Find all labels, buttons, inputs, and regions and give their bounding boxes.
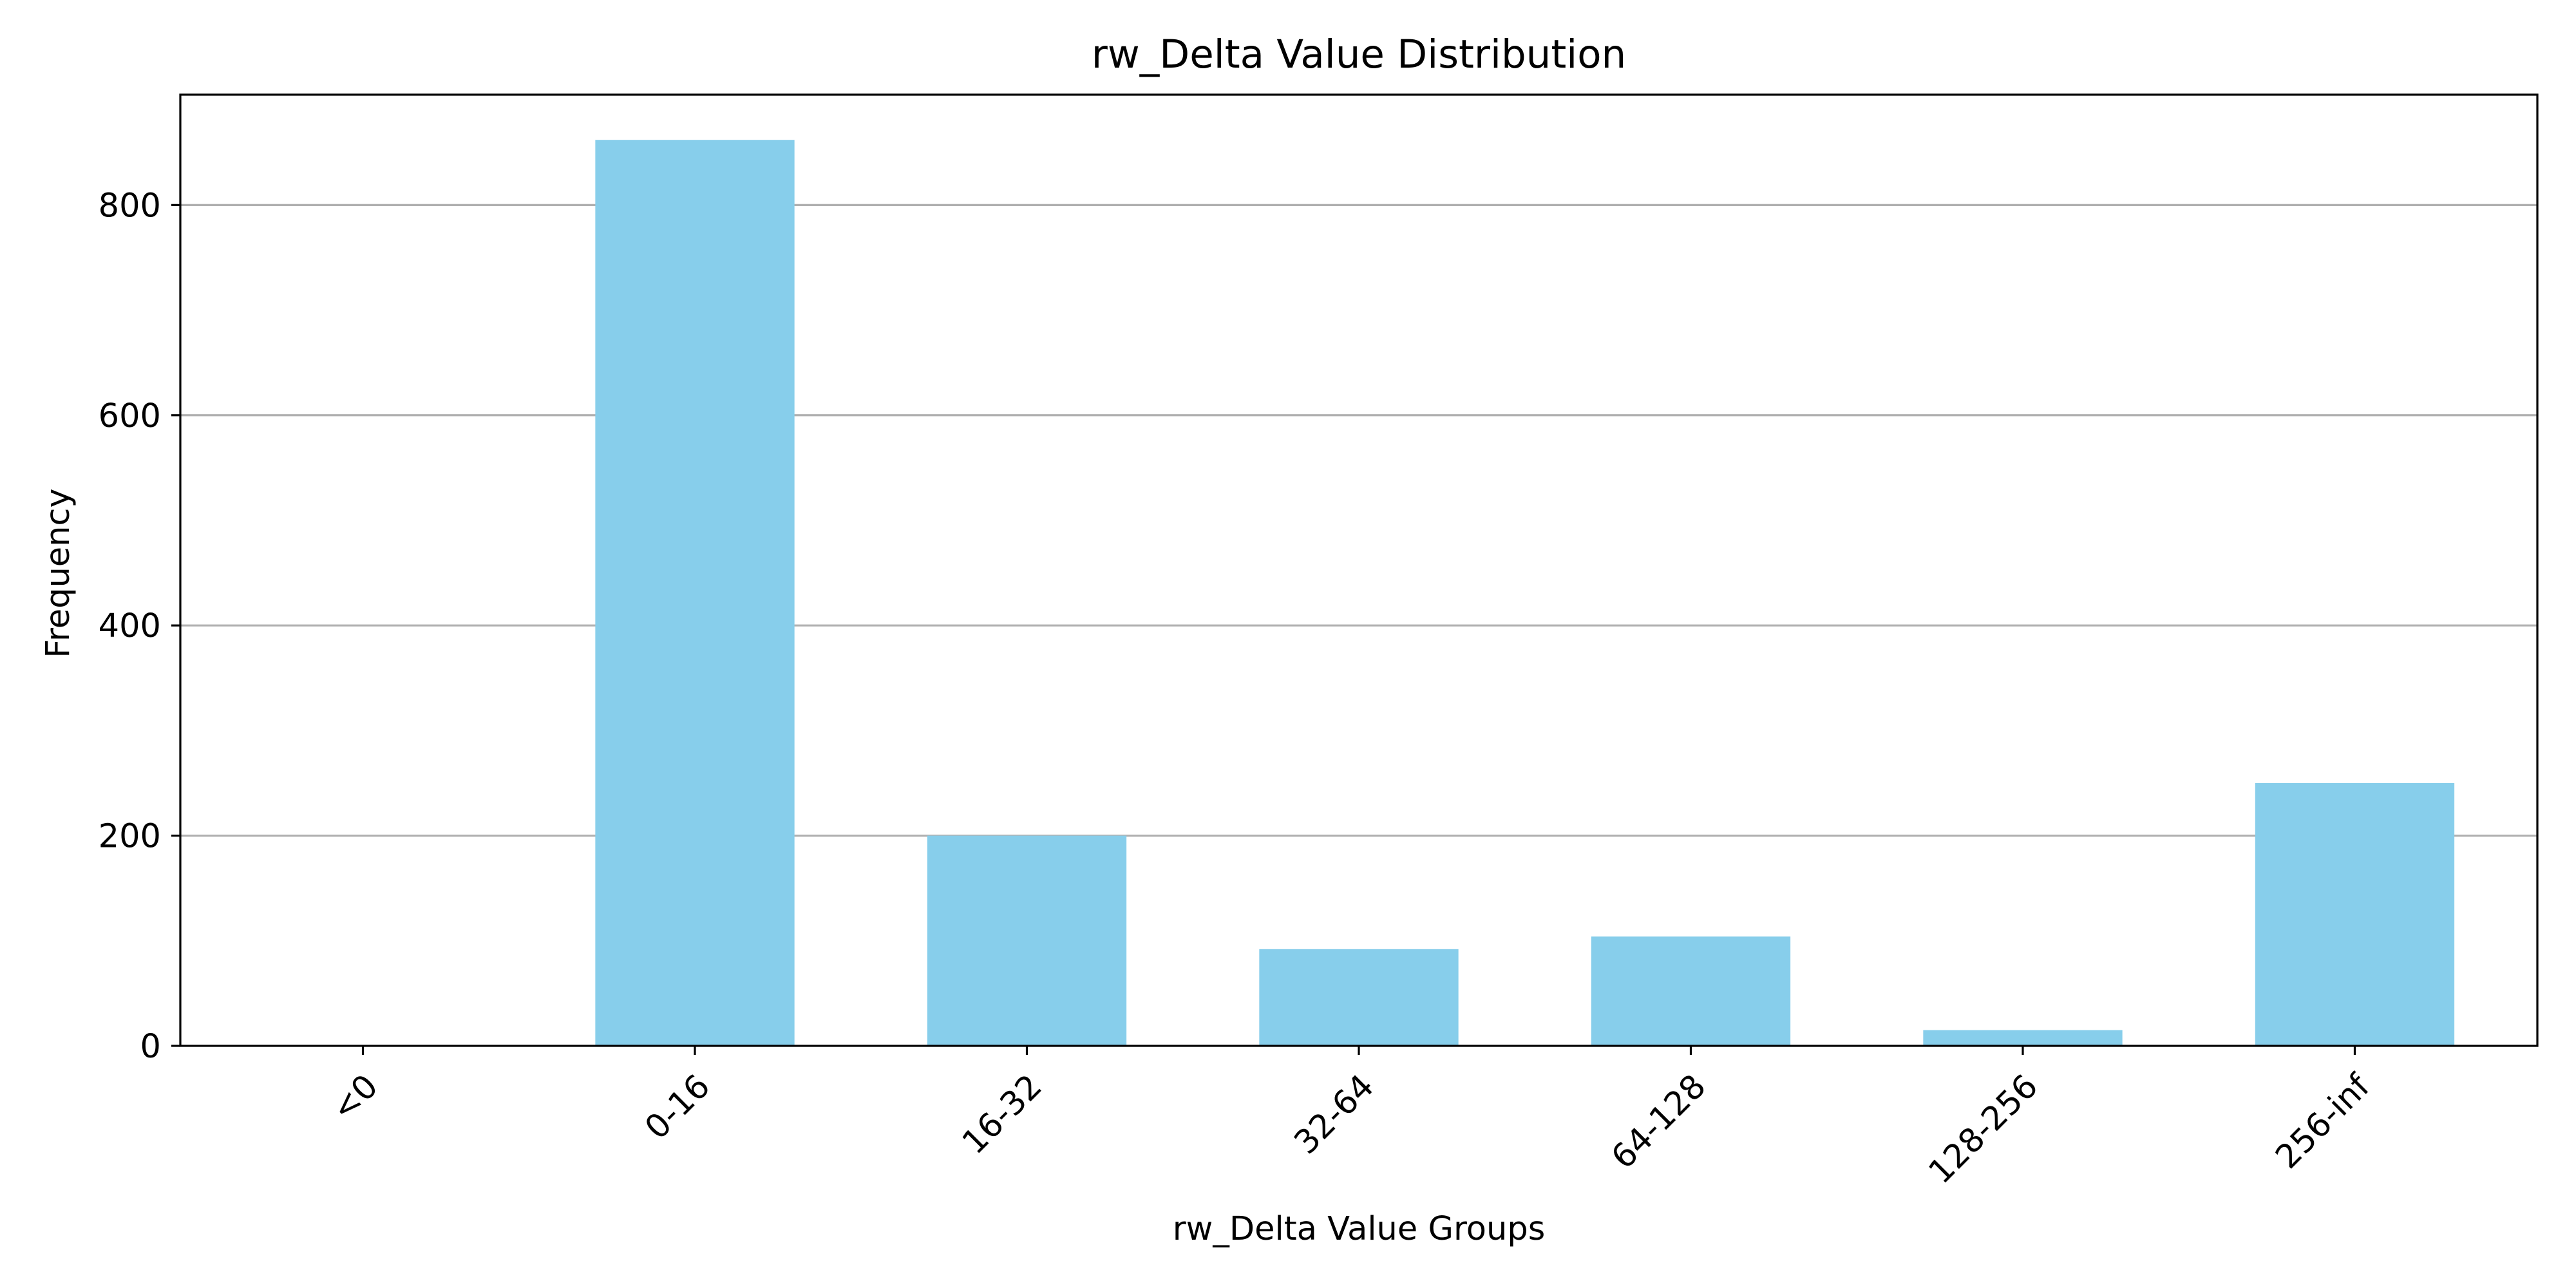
bar-2 [927,835,1127,1046]
y-tick-label: 400 [99,607,161,645]
bar-1 [595,140,795,1046]
bar-4 [1591,936,1791,1046]
y-tick-label: 0 [140,1028,161,1066]
bars [595,140,2455,1046]
x-tick-label: 64-128 [1604,1067,1713,1176]
y-tick-label: 600 [99,397,161,435]
x-tick-label: 32-64 [1287,1067,1382,1162]
x-tick-label: 128-256 [1922,1067,2045,1191]
chart-title: rw_Delta Value Distribution [1092,32,1626,77]
y-tick-label: 800 [99,187,161,225]
grid-lines [180,204,2537,837]
x-tick-label: 16-32 [955,1067,1050,1162]
plot-frame [179,93,2539,1047]
y-tick-label: 200 [99,818,161,856]
bar-3 [1259,949,1459,1046]
x-axis-label: rw_Delta Value Groups [1173,1210,1546,1248]
x-tick-label: 0-16 [638,1067,718,1147]
bar-5 [1923,1030,2123,1046]
x-tick-label: 256-inf [2269,1067,2378,1177]
y-axis-ticks: 0 200 400 600 800 [99,187,180,1066]
y-axis-label: Frequency [39,488,77,658]
x-tick-label: <0 [325,1067,386,1128]
x-axis-ticks: <0 0-16 16-32 32-64 64-128 128-256 256-inf [325,1046,2378,1191]
bar-6 [2255,782,2455,1046]
